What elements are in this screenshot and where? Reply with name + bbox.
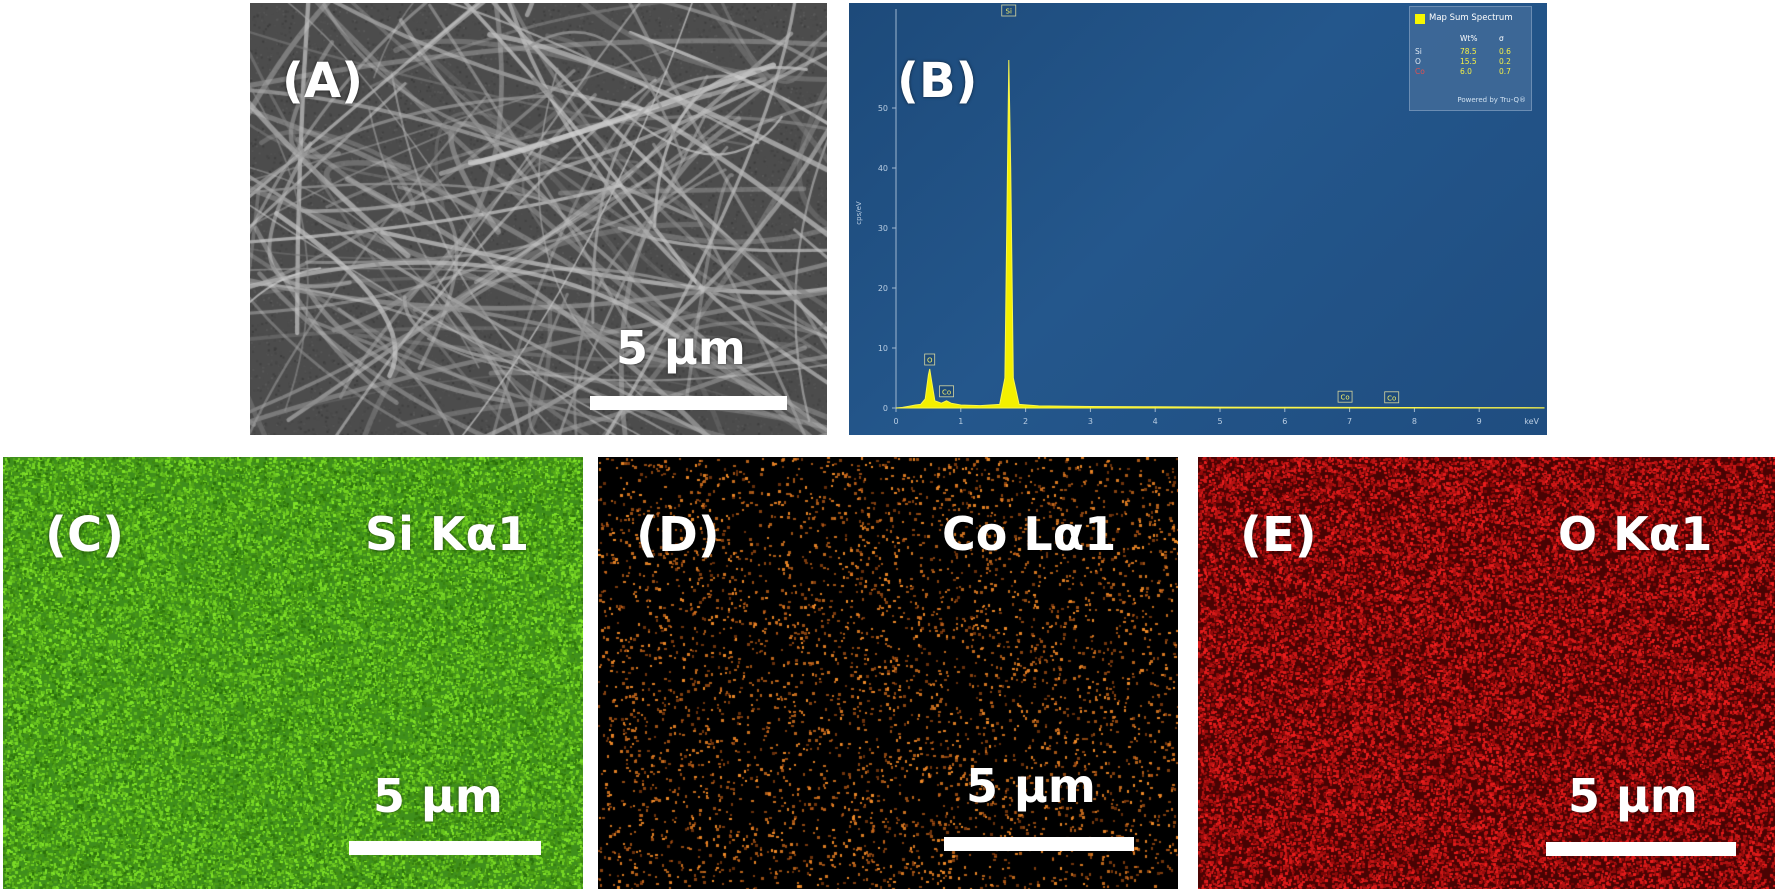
y-tick-label: 40 [878,164,888,173]
peak-marker-label: Si [1006,8,1012,16]
legend-wt: 6.0 [1460,67,1472,76]
legend-sigma: 0.7 [1499,67,1511,76]
x-tick-label: 1 [958,417,963,426]
peak-marker-box [1337,390,1353,403]
scale-bar-e [1546,842,1736,856]
x-tick-label: 0 [893,417,898,426]
sem-image-panel: (A) 5 μm [250,3,827,435]
legend-sigma: 0.2 [1499,57,1511,66]
legend-element: Si [1415,47,1422,56]
legend-wt: 15.5 [1460,57,1477,66]
panel-label-a: (A) [282,53,364,109]
y-tick-label: 20 [878,284,888,293]
element-label-c: Si Kα1 [365,507,530,561]
peak-marker-label: O [927,357,933,365]
x-tick-label: 7 [1347,417,1352,426]
x-tick-label: 9 [1477,417,1482,426]
panel-label-b: (B) [897,53,978,109]
o-map-panel: (E) O Kα1 5 μm [1198,457,1775,889]
y-tick-label: 10 [878,344,888,353]
sem-fiber-image [250,3,827,435]
si-map-panel: (C) Si Kα1 5 μm [3,457,583,889]
scale-bar-label-c: 5 μm [373,769,503,823]
legend-header-wt: Wt% [1460,34,1478,43]
peak-marker-label: Co [942,388,951,396]
legend-row-o: O 15.5 0.2 [1415,57,1525,68]
x-tick-label: 6 [1282,417,1287,426]
peak-marker-box [939,385,954,398]
scale-bar-label-e: 5 μm [1568,769,1698,823]
scale-bar-label-d: 5 μm [966,759,1096,813]
peak-marker-label: Co [1387,394,1396,402]
legend-header-sigma: σ [1499,34,1504,43]
x-tick-label: 2 [1023,417,1028,426]
x-tick-label: 8 [1412,417,1417,426]
legend-row-si: Si 78.5 0.6 [1415,47,1525,58]
scale-bar-c [349,841,541,855]
panel-label-c: (C) [45,507,125,563]
peak-marker-box [1384,391,1400,404]
co-map-image [598,457,1178,889]
panel-label-e: (E) [1240,507,1317,563]
legend-sigma: 0.6 [1499,47,1511,56]
scale-bar-d [944,837,1134,851]
legend-title: Map Sum Spectrum [1429,13,1513,23]
x-tick-label: 3 [1088,417,1093,426]
element-label-d: Co Lα1 [942,507,1117,561]
eds-spectrum-panel: 0 1 2 3 4 5 6 7 8 9 0 10 20 30 40 50 cps/eV keV O Co Si Co Co … [849,3,1547,435]
scale-bar-label-a: 5 μm [616,321,746,375]
legend-wt: 78.5 [1460,47,1477,56]
y-tick-label: 0 [883,404,888,413]
si-map-image [3,457,583,889]
y-axis-label: cps/eV [855,201,863,225]
co-map-panel: (D) Co Lα1 5 μm [598,457,1178,889]
x-tick-label: 4 [1153,417,1158,426]
peak-marker-label: Co [1340,394,1349,402]
peak-marker-box [1001,4,1017,17]
x-tick-label: 5 [1217,417,1222,426]
element-label-e: O Kα1 [1558,507,1713,561]
legend-element: O [1415,57,1421,66]
scale-bar-a [590,396,787,410]
legend-element: Co [1415,67,1425,76]
peak-marker-box [924,353,936,366]
panel-label-d: (D) [636,507,720,563]
spectrum-series [895,59,1545,409]
legend-swatch [1415,14,1425,24]
legend-row-co: Co 6.0 0.7 [1415,67,1525,78]
x-axis-label: keV [1524,417,1539,426]
o-map-image [1198,457,1775,889]
legend-powered-by: Powered by Tru-Q® [1457,96,1526,104]
y-tick-label: 50 [878,104,888,113]
y-tick-label: 30 [878,224,888,233]
spectrum-legend: Map Sum Spectrum Wt% σ Si 78.5 0.6 O 15.… [1409,6,1532,111]
